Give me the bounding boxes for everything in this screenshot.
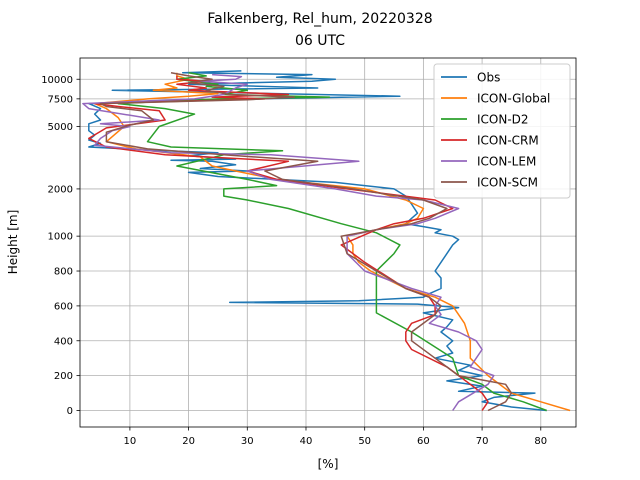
legend-box [433,63,571,199]
legend-label: ICON-SCM [477,176,538,190]
legend-label: ICON-LEM [477,155,536,169]
x-axis: 10 20 30 40 50 60 70 80 [124,427,547,447]
y-tick-label: 5000 [48,122,73,133]
legend-label: Obs [477,71,500,85]
x-tick-label: 10 [124,436,137,447]
series-line-obs [88,70,547,412]
x-axis-label: [%] [318,457,339,471]
x-tick-label: 70 [476,436,489,447]
y-axis: 0 200 400 600 800 1000 2000 5000 7500 10000 [41,75,80,417]
y-tick-label: 200 [54,371,73,382]
legend: Obs ICON-Global ICON-D2 ICON-CRM ICON-LEM ICO… [433,63,571,199]
y-tick-label: 7500 [48,94,73,105]
y-tick-label: 800 [54,267,73,278]
x-tick-label: 50 [358,436,371,447]
y-tick-label: 1000 [48,232,73,243]
y-tick-label: 0 [67,406,73,417]
plot-frame [79,57,577,428]
x-tick-label: 30 [241,436,254,447]
x-tick-label: 80 [534,436,547,447]
legend-label: ICON-Global [477,92,550,106]
x-tick-label: 40 [300,436,313,447]
series-line-icon-lem [82,73,495,411]
legend-label: ICON-D2 [477,113,529,127]
x-tick-label: 20 [182,436,195,447]
y-axis-label: Height [m] [6,210,20,275]
y-tick-label: 10000 [41,75,73,86]
y-tick-label: 600 [54,301,73,312]
y-tick-label: 2000 [48,184,73,195]
series-line-icon-scm [99,72,513,412]
series-layer [82,70,571,412]
legend-label: ICON-CRM [477,134,539,148]
series-line-icon-crm [88,75,489,411]
chart-title: Falkenberg, Rel_hum, 20220328 [207,11,432,27]
y-tick-label: 400 [54,336,73,347]
chart-subtitle: 06 UTC [295,33,345,49]
x-tick-label: 60 [417,436,430,447]
